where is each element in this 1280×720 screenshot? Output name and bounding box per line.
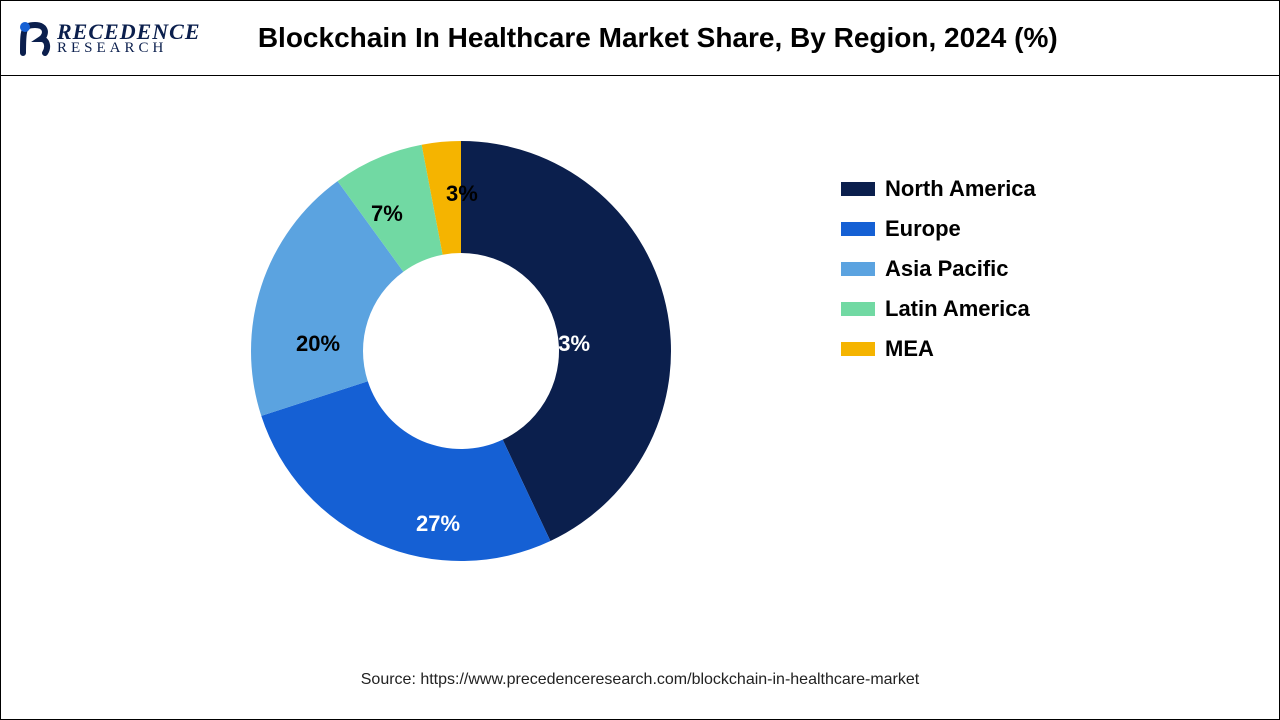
legend-label: Latin America [885, 296, 1030, 322]
chart-area: 43% 27% 20% 7% 3% North America Europe Asia Pa… [0, 76, 1280, 720]
slice-label: 43% [546, 331, 590, 357]
header-bar: RECEDENCE RESEARCH Blockchain In Healthc… [0, 0, 1280, 76]
donut-slice [261, 381, 550, 561]
legend-label: Asia Pacific [885, 256, 1009, 282]
chart-legend: North America Europe Asia Pacific Latin Ame… [841, 176, 1036, 376]
slice-label: 7% [371, 201, 403, 227]
legend-item: MEA [841, 336, 1036, 362]
slice-label: 20% [296, 331, 340, 357]
legend-label: Europe [885, 216, 961, 242]
legend-label: MEA [885, 336, 934, 362]
logo-bottom-text: RESEARCH [57, 41, 201, 56]
logo-text: RECEDENCE RESEARCH [57, 21, 201, 56]
brand-logo: RECEDENCE RESEARCH [17, 19, 201, 57]
legend-item: Latin America [841, 296, 1036, 322]
legend-swatch [841, 182, 875, 196]
legend-swatch [841, 302, 875, 316]
source-citation: Source: https://www.precedenceresearch.c… [1, 671, 1279, 689]
slice-label: 3% [446, 181, 478, 207]
legend-item: Europe [841, 216, 1036, 242]
legend-swatch [841, 222, 875, 236]
logo-icon [17, 19, 55, 57]
legend-item: Asia Pacific [841, 256, 1036, 282]
chart-title: Blockchain In Healthcare Market Share, B… [233, 22, 1264, 54]
legend-item: North America [841, 176, 1036, 202]
slice-label: 27% [416, 511, 460, 537]
legend-label: North America [885, 176, 1036, 202]
donut-chart: 43% 27% 20% 7% 3% [241, 131, 681, 571]
legend-swatch [841, 262, 875, 276]
legend-swatch [841, 342, 875, 356]
